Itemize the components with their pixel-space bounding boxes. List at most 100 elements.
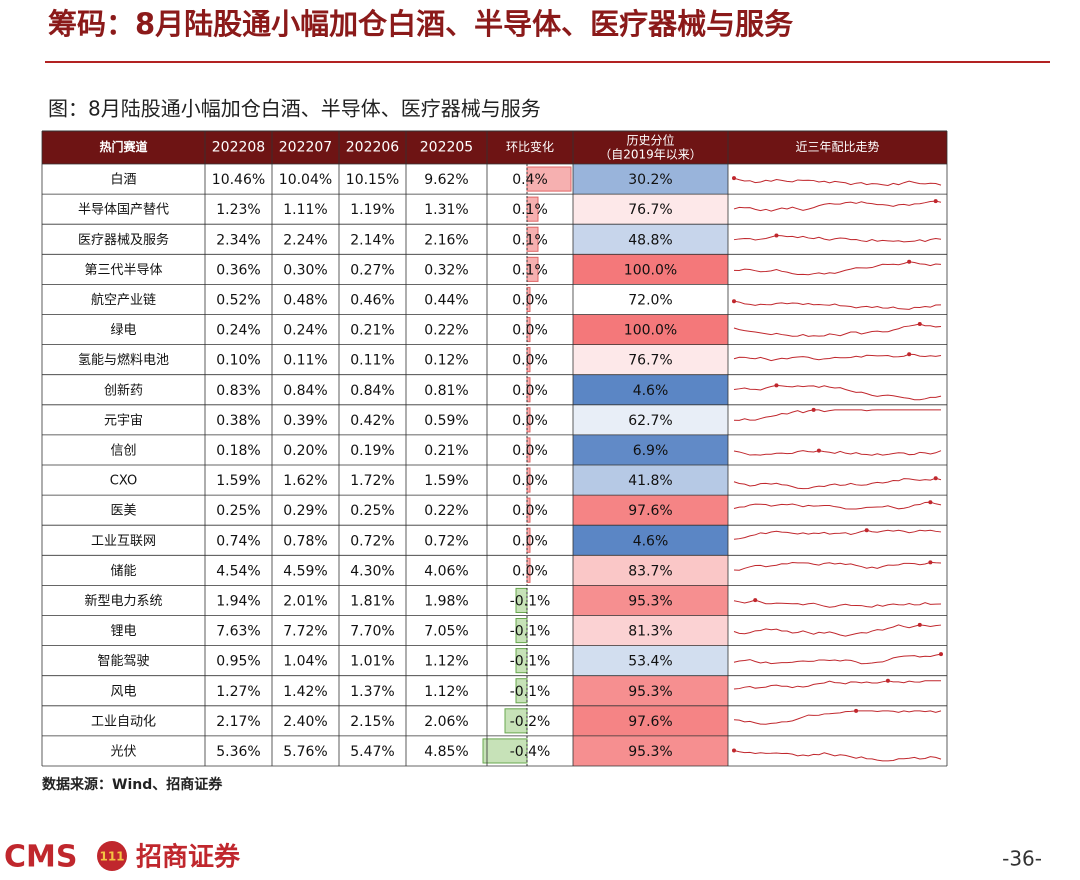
trend-line [733, 261, 942, 276]
column-header: 热门赛道 [99, 139, 147, 154]
percentile-value: 4.6% [633, 533, 669, 549]
weight-value: 1.11% [283, 202, 327, 218]
row-label: CXO [110, 474, 137, 489]
figure-caption: 图：8月陆股通小幅加仓白酒、半导体、医疗器械与服务 [48, 97, 541, 121]
trend-peak [928, 560, 933, 565]
weight-value: 1.59% [216, 473, 260, 489]
change-bar [526, 286, 531, 312]
change-bar [526, 497, 531, 523]
row-label: 新型电力系统 [84, 593, 162, 609]
weight-value: 1.59% [424, 473, 468, 489]
percentile-cell [573, 735, 728, 766]
percentile-cell [573, 645, 728, 676]
percentile-cell [573, 344, 728, 375]
weight-value: 5.76% [283, 744, 327, 760]
row-label: 半导体国产替代 [78, 203, 169, 218]
percentile-cell [573, 224, 728, 255]
percentile-cell [573, 374, 728, 405]
weight-value: 0.84% [350, 383, 394, 399]
percentile-value: 81.3% [628, 624, 672, 640]
percentile-value: 53.4% [628, 654, 672, 670]
weight-value: 7.63% [216, 624, 260, 640]
change-value: 0.1% [512, 262, 548, 278]
weight-value: 4.85% [424, 744, 468, 760]
column-header: 202207 [279, 140, 332, 156]
row-label: 元宇宙 [104, 413, 143, 428]
weight-value: 0.95% [216, 654, 260, 670]
weight-value: 0.29% [283, 503, 327, 519]
trend-peak [917, 322, 922, 327]
weight-value: 0.83% [216, 383, 260, 399]
weight-value: 0.22% [424, 323, 468, 339]
change-value: -0.1% [510, 624, 551, 640]
trend-peak [811, 407, 816, 412]
column-header: 202205 [420, 140, 473, 156]
change-bar [526, 407, 531, 433]
row-label: 信创 [110, 443, 136, 458]
percentile-value: 6.9% [633, 443, 669, 459]
percentile-cell [573, 465, 728, 496]
weight-value: 0.46% [350, 292, 394, 308]
trend-line [733, 477, 942, 490]
weight-value: 1.23% [216, 202, 260, 218]
change-value: 0.4% [512, 172, 548, 188]
column-note: （自2019年以来） [599, 148, 702, 162]
company-name: 招商证券 [136, 842, 241, 873]
row-label: 第三代半导体 [84, 263, 162, 278]
change-bar [526, 226, 539, 252]
trend-peak [753, 598, 758, 603]
weight-value: 1.19% [350, 202, 394, 218]
weight-value: 1.12% [424, 654, 468, 670]
percentile-value: 95.3% [628, 593, 672, 609]
weight-value: 0.12% [424, 353, 468, 369]
weight-value: 0.39% [283, 413, 327, 429]
change-bar [515, 618, 528, 644]
trend-line [733, 561, 942, 571]
change-value: 0.1% [512, 232, 548, 248]
percentile-cell [573, 284, 728, 315]
percentile-value: 95.3% [628, 684, 672, 700]
row-label: 光伏 [110, 744, 136, 759]
weight-value: 0.84% [283, 383, 327, 399]
trend-line [733, 653, 942, 665]
header-bg [42, 131, 947, 164]
weight-value: 0.52% [216, 292, 260, 308]
weight-value: 0.32% [424, 262, 468, 278]
change-value: -0.4% [510, 744, 551, 760]
percentile-value: 100.0% [624, 262, 677, 278]
weight-value: 7.05% [424, 624, 468, 640]
change-value: -0.1% [510, 684, 551, 700]
weight-value: 0.48% [283, 292, 327, 308]
change-value: 0.0% [512, 413, 548, 429]
row-label: 医疗器械及服务 [78, 232, 169, 248]
change-value: 0.0% [512, 563, 548, 579]
weight-value: 4.30% [350, 563, 394, 579]
weight-value: 0.20% [283, 443, 327, 459]
trend-line [733, 501, 942, 510]
weight-value: 0.21% [424, 443, 468, 459]
percentile-cell [573, 434, 728, 465]
percentile-cell [573, 615, 728, 646]
weight-value: 0.81% [424, 383, 468, 399]
weight-value: 1.37% [350, 684, 394, 700]
weight-value: 0.44% [424, 292, 468, 308]
row-label: 工业自动化 [91, 714, 156, 729]
weight-value: 1.27% [216, 684, 260, 700]
change-bar [515, 678, 528, 704]
trend-peak [917, 622, 922, 627]
weight-value: 0.25% [350, 503, 394, 519]
weight-value: 0.10% [216, 353, 260, 369]
weight-value: 4.06% [424, 563, 468, 579]
change-value: -0.1% [510, 593, 551, 609]
column-header: 历史分位 [626, 133, 674, 148]
percentile-value: 97.6% [628, 714, 672, 730]
source-note: 数据来源：Wind、招商证券 [42, 776, 223, 793]
weight-value: 0.19% [350, 443, 394, 459]
weight-value: 0.72% [424, 533, 468, 549]
percentile-value: 48.8% [628, 232, 672, 248]
percentile-value: 100.0% [624, 323, 677, 339]
weight-value: 0.36% [216, 262, 260, 278]
percentile-cell [573, 194, 728, 225]
weight-value: 1.81% [350, 593, 394, 609]
